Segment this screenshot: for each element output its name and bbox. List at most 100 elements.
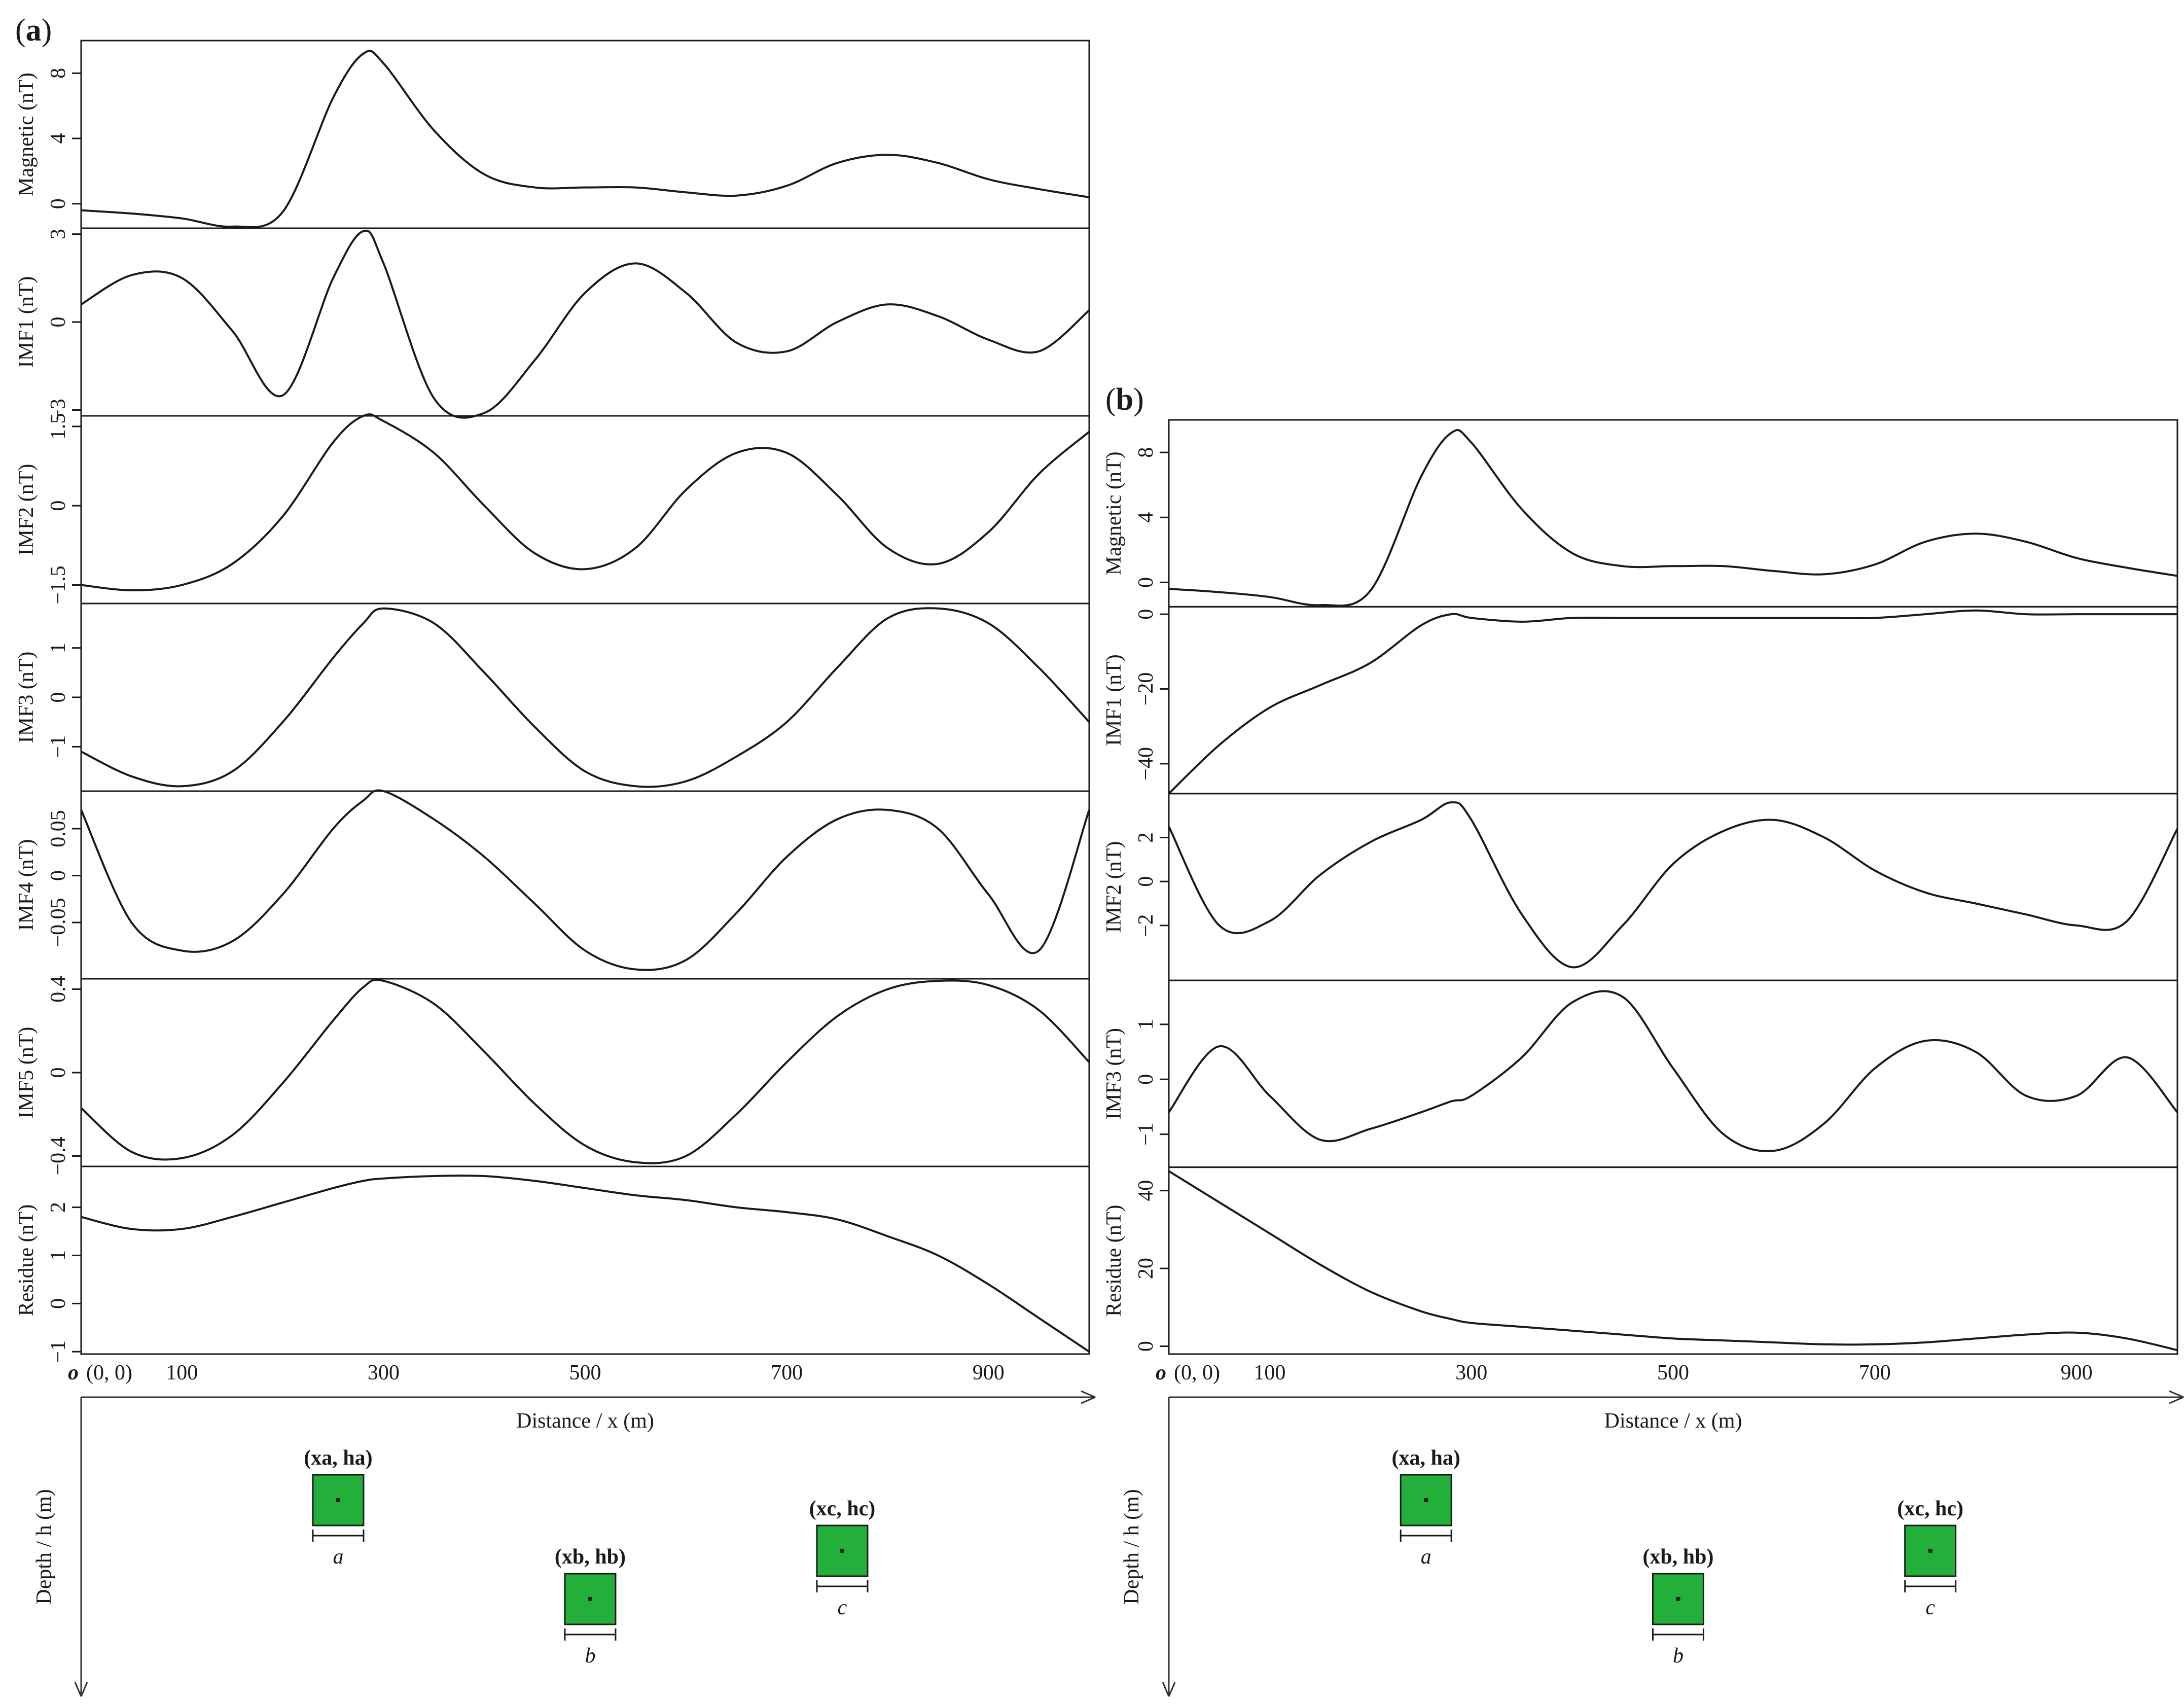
y-tick-label: 0 xyxy=(47,1068,70,1078)
y-tick-label: 40 xyxy=(1134,1180,1158,1201)
subplot-1: 0 4 8 Magnetic (nT) xyxy=(15,40,1090,229)
series-line xyxy=(80,789,1090,971)
y-tick-label: −1.5 xyxy=(47,565,70,604)
source-coord: (xa, ha) xyxy=(1392,1446,1460,1470)
subplot-2: −3 0 3 IMF1 (nT) xyxy=(15,227,1090,421)
y-axis-label: Magnetic (nT) xyxy=(1102,451,1126,575)
series-line xyxy=(1168,1170,2178,1352)
x-tick-label: 900 xyxy=(973,1361,1005,1384)
y-tick-label: −1 xyxy=(47,1340,70,1363)
y-tick-label: 1 xyxy=(47,643,70,653)
source-coord: (xb, hb) xyxy=(1642,1545,1713,1569)
y-tick-label: −40 xyxy=(1134,747,1158,780)
subplot-5: −0.05 0 0.05 IMF4 (nT) xyxy=(15,789,1090,980)
source-width-label: a xyxy=(1421,1545,1431,1569)
y-tick-label: 8 xyxy=(1134,447,1158,458)
source-center xyxy=(840,1549,844,1553)
y-axis-label: IMF3 (nT) xyxy=(15,652,38,743)
y-tick-label: −0.05 xyxy=(47,898,70,947)
y-tick-label: 0 xyxy=(47,501,70,511)
origin-label: o xyxy=(68,1361,79,1384)
source-width-label: b xyxy=(585,1644,595,1667)
subplot-frame xyxy=(80,1165,1090,1355)
series-line xyxy=(81,607,1090,788)
y-axis-label: IMF5 (nT) xyxy=(15,1027,38,1119)
x-tick-label: 700 xyxy=(1859,1361,1891,1384)
source-coord: (xa, ha) xyxy=(304,1446,372,1470)
series-line xyxy=(81,1175,1090,1353)
source-a: (xa, ha) a xyxy=(304,1446,372,1569)
source-a: (xa, ha) a xyxy=(1392,1446,1460,1569)
y-tick-label: 8 xyxy=(47,68,70,79)
source-center xyxy=(336,1498,340,1502)
y-tick-label: 0 xyxy=(47,692,70,703)
subplot-frame xyxy=(80,40,1090,229)
source-c: (xc, hc) c xyxy=(809,1497,876,1619)
subplot-frame xyxy=(80,227,1090,417)
x-tick-label: 500 xyxy=(569,1361,601,1384)
subplot-5: 0 20 40 Residue (nT) xyxy=(1102,1166,2178,1355)
y-tick-label: 20 xyxy=(1134,1258,1158,1279)
source-c: (xc, hc) c xyxy=(1897,1497,1963,1619)
source-width-bracket xyxy=(312,1530,365,1542)
y-tick-label: 2 xyxy=(47,1202,70,1213)
depth-axis-label: Depth / h (m) xyxy=(1120,1489,1143,1604)
source-coord: (xc, hc) xyxy=(1897,1497,1963,1520)
subplot-6: −0.4 0 0.4 IMF5 (nT) xyxy=(15,976,1090,1176)
series-line xyxy=(1168,801,2178,969)
y-tick-label: 4 xyxy=(1134,512,1158,523)
depth-arrow-icon xyxy=(1162,1682,1176,1697)
source-center xyxy=(1676,1597,1680,1601)
subplot-frame xyxy=(80,978,1090,1167)
y-tick-label: 0 xyxy=(1134,1074,1158,1085)
distance-arrow-icon xyxy=(2169,1390,2184,1404)
subplot-frame xyxy=(80,415,1090,605)
series-line xyxy=(80,229,1090,419)
y-tick-label: −20 xyxy=(1134,672,1158,706)
y-axis-label: IMF2 (nT) xyxy=(1102,841,1126,933)
series-line xyxy=(1168,990,2178,1152)
source-block xyxy=(816,1524,869,1577)
subplot-3: −2 0 2 IMF2 (nT) xyxy=(1102,793,2178,981)
y-axis-label: Magnetic (nT) xyxy=(15,73,38,196)
x-tick-label: 500 xyxy=(1657,1361,1689,1384)
x-axis-label: Distance / x (m) xyxy=(1604,1409,1742,1433)
source-coord: (xb, hb) xyxy=(555,1545,626,1569)
source-width-bracket xyxy=(1904,1580,1957,1592)
y-tick-label: 1.5 xyxy=(47,413,70,440)
y-tick-label: −1 xyxy=(47,735,70,758)
y-tick-label: −3 xyxy=(47,399,70,421)
y-tick-label: 2 xyxy=(1134,832,1158,843)
origin-label: o xyxy=(1156,1361,1166,1384)
source-center xyxy=(1928,1549,1932,1553)
panel-label: (b) xyxy=(1105,382,1144,417)
source-coord: (xc, hc) xyxy=(809,1497,876,1520)
y-tick-label: 4 xyxy=(47,133,70,144)
origin-coord: (0, 0) xyxy=(86,1361,132,1384)
y-axis-label: Residue (nT) xyxy=(15,1204,38,1316)
x-tick-label: 100 xyxy=(1254,1361,1285,1384)
y-axis-label: IMF3 (nT) xyxy=(1102,1028,1126,1120)
panel-a: (a) 0 4 8 Magnetic (nT) −3 0 3 IMF1 (nT) −1.5 0 1.5… xyxy=(15,13,1096,1697)
x-tick-label: 300 xyxy=(1455,1361,1487,1384)
y-tick-label: −0.4 xyxy=(47,1137,70,1175)
subplot-frame xyxy=(80,602,1090,792)
y-tick-label: 0 xyxy=(47,870,70,881)
subplot-3: −1.5 0 1.5 IMF2 (nT) xyxy=(15,413,1090,605)
y-tick-label: 0 xyxy=(1134,1341,1158,1352)
depth-arrow-icon xyxy=(74,1682,88,1697)
y-tick-label: 0.4 xyxy=(47,976,70,1003)
source-center xyxy=(588,1597,592,1601)
subplot-frame xyxy=(1168,606,2178,795)
source-b: (xb, hb) b xyxy=(1642,1545,1713,1667)
x-axis-label: Distance / x (m) xyxy=(516,1409,654,1433)
distance-arrow-icon xyxy=(1081,1390,1096,1404)
source-width-label: c xyxy=(838,1596,847,1619)
x-tick-label: 100 xyxy=(166,1361,198,1384)
y-tick-label: 0 xyxy=(47,317,70,328)
subplot-7: −1 0 1 2 Residue (nT) xyxy=(15,1165,1090,1363)
source-width-label: c xyxy=(1925,1596,1935,1619)
series-line xyxy=(81,413,1090,591)
